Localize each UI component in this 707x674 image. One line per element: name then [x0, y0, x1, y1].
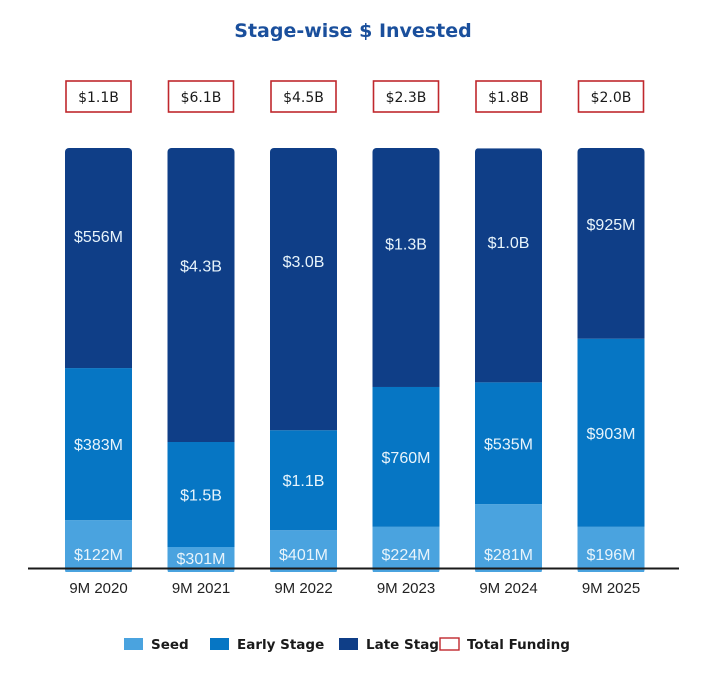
bar-9m-2020 — [65, 148, 132, 572]
total-funding-box — [372, 80, 440, 113]
segment-early-stage-9m-2025 — [577, 338, 645, 527]
segment-seed-9m-2025 — [577, 526, 645, 572]
segment-seed-9m-2020 — [65, 520, 132, 572]
total-funding-box — [577, 80, 645, 113]
x-tick-label-9m-2025: 9M 2025 — [582, 580, 640, 597]
stacked-bars: $122M $383M $556M $301M $1.5B $4.3B $401M $1.1B… — [65, 148, 645, 572]
data-label-early-stage-9m-2020: $383M — [74, 437, 123, 454]
legend-label-early-stage: Early Stage — [237, 637, 324, 653]
x-tick-label-9m-2020: 9M 2020 — [69, 580, 127, 597]
total-funding-9m-2025: $2.0B — [577, 80, 645, 113]
legend-swatch-seed — [124, 638, 143, 650]
segment-early-stage-9m-2021 — [167, 442, 235, 547]
data-label-seed-9m-2024: $281M — [484, 547, 533, 564]
total-funding-label: $6.1B — [181, 90, 222, 106]
total-funding-box — [65, 80, 132, 113]
bar-labels-9m-2020: $122M $383M $556M — [74, 229, 123, 564]
total-funding-boxes: $1.1B $6.1B $4.5B $2.3B $1.8B $2.0B — [65, 80, 645, 113]
legend-label-total-funding: Total Funding — [467, 637, 570, 653]
total-funding-box — [270, 80, 337, 113]
bar-labels-9m-2025: $196M $903M $925M — [587, 217, 636, 564]
x-axis-tick-labels: 9M 2020 9M 2021 9M 2022 9M 2023 9M 2024 9M 20… — [69, 580, 640, 597]
total-funding-label: $2.3B — [386, 90, 427, 106]
legend: Seed Early Stage Late Stage Total Funding — [124, 637, 570, 653]
legend-item-late-stage: Late Stage — [339, 637, 448, 653]
legend-item-total-funding: Total Funding — [439, 637, 570, 653]
segment-early-stage-9m-2024 — [475, 382, 542, 505]
data-label-late-stage-9m-2020: $556M — [74, 229, 123, 246]
segment-early-stage-9m-2020 — [65, 368, 132, 521]
data-label-late-stage-9m-2024: $1.0B — [488, 235, 530, 252]
bar-9m-2021 — [167, 148, 235, 572]
bar-labels-9m-2022: $401M $1.1B $3.0B — [279, 254, 328, 564]
bar-9m-2025 — [577, 148, 645, 572]
bar-labels-9m-2024: $281M $535M $1.0B — [484, 235, 533, 564]
segment-late-stage-9m-2022 — [270, 148, 337, 431]
segment-seed-9m-2023 — [372, 526, 440, 572]
x-tick-label-9m-2024: 9M 2024 — [479, 580, 537, 597]
total-funding-label: $1.1B — [78, 90, 119, 106]
chart-title: Stage-wise $ Invested — [234, 20, 471, 42]
total-funding-label: $2.0B — [591, 90, 632, 106]
data-label-early-stage-9m-2025: $903M — [587, 426, 636, 443]
data-label-seed-9m-2020: $122M — [74, 547, 123, 564]
data-label-early-stage-9m-2024: $535M — [484, 436, 533, 453]
total-funding-9m-2022: $4.5B — [270, 80, 337, 113]
x-tick-label-9m-2023: 9M 2023 — [377, 580, 435, 597]
legend-swatch-early-stage — [210, 638, 229, 650]
segment-late-stage-9m-2025 — [577, 148, 645, 339]
total-funding-9m-2021: $6.1B — [167, 80, 235, 113]
segment-early-stage-9m-2022 — [270, 430, 337, 531]
legend-swatch-total-funding — [439, 637, 460, 651]
legend-label-seed: Seed — [151, 637, 189, 653]
total-funding-box — [475, 80, 542, 113]
segment-late-stage-9m-2023 — [372, 148, 440, 387]
bar-9m-2023 — [372, 148, 440, 572]
segment-seed-9m-2024 — [475, 504, 542, 572]
bar-9m-2022 — [270, 148, 337, 572]
bar-9m-2024 — [475, 148, 542, 572]
total-funding-9m-2020: $1.1B — [65, 80, 132, 113]
data-label-seed-9m-2022: $401M — [279, 547, 328, 564]
total-funding-9m-2024: $1.8B — [475, 80, 542, 113]
segment-late-stage-9m-2021 — [167, 148, 235, 442]
data-label-early-stage-9m-2023: $760M — [382, 450, 431, 467]
data-label-seed-9m-2021: $301M — [177, 551, 226, 568]
legend-swatch-late-stage — [339, 638, 358, 650]
data-label-late-stage-9m-2025: $925M — [587, 217, 636, 234]
total-funding-label: $1.8B — [488, 90, 529, 106]
bar-labels-9m-2021: $301M $1.5B $4.3B — [177, 259, 226, 568]
bar-labels-9m-2023: $224M $760M $1.3B — [382, 237, 431, 564]
total-funding-box — [167, 80, 235, 113]
legend-item-early-stage: Early Stage — [210, 637, 324, 653]
data-label-late-stage-9m-2023: $1.3B — [385, 237, 427, 254]
data-label-seed-9m-2025: $196M — [587, 547, 636, 564]
total-funding-9m-2023: $2.3B — [372, 80, 440, 113]
segment-early-stage-9m-2023 — [372, 386, 440, 527]
segment-seed-9m-2022 — [270, 530, 337, 572]
data-label-early-stage-9m-2022: $1.1B — [283, 473, 325, 490]
x-tick-label-9m-2021: 9M 2021 — [172, 580, 230, 597]
data-label-early-stage-9m-2021: $1.5B — [180, 488, 222, 505]
legend-item-seed: Seed — [124, 637, 189, 653]
data-label-seed-9m-2023: $224M — [382, 547, 431, 564]
data-label-late-stage-9m-2021: $4.3B — [180, 259, 222, 276]
data-label-late-stage-9m-2022: $3.0B — [283, 254, 325, 271]
total-funding-label: $4.5B — [283, 90, 324, 106]
legend-label-late-stage: Late Stage — [366, 637, 448, 653]
segment-late-stage-9m-2024 — [475, 148, 542, 383]
segment-late-stage-9m-2020 — [65, 148, 132, 369]
x-tick-label-9m-2022: 9M 2022 — [274, 580, 332, 597]
